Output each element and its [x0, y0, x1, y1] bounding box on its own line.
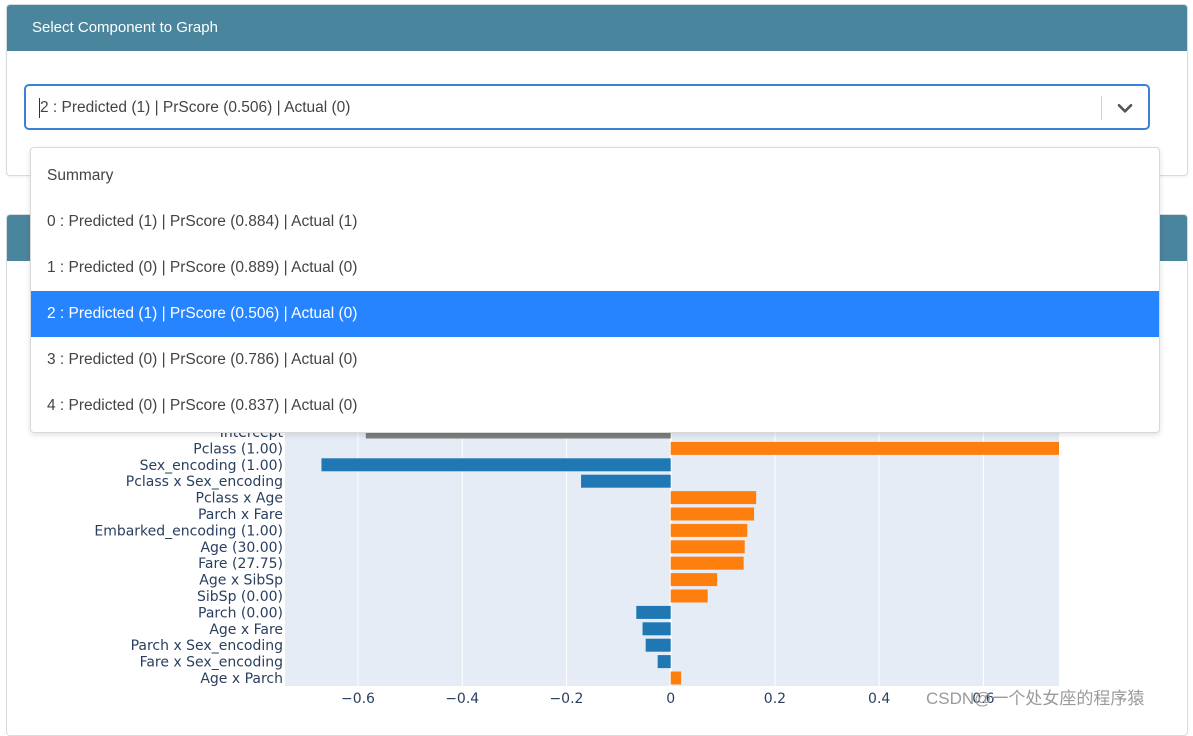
bar	[642, 622, 671, 636]
bar	[581, 474, 671, 488]
y-tick-label: Pclass x Age	[196, 491, 283, 507]
y-tick-label: SibSp (0.00)	[197, 589, 283, 605]
x-tick-label: 0.2	[764, 691, 786, 707]
y-tick-label: Age x SibSp	[199, 573, 283, 589]
bar	[670, 523, 748, 537]
text-cursor	[39, 98, 40, 118]
x-tick-label: −0.4	[445, 691, 479, 707]
bar	[670, 556, 744, 570]
bar	[321, 458, 671, 472]
x-tick-label: −0.2	[549, 691, 583, 707]
y-tick-label: Pclass (1.00)	[193, 441, 283, 457]
x-tick-label: 0.4	[868, 691, 890, 707]
bar	[670, 540, 745, 554]
bar	[657, 655, 671, 669]
watermark: CSDN@一个处女座的程序猿	[926, 689, 1145, 708]
bar	[670, 507, 755, 521]
y-tick-label: Parch x Sex_encoding	[131, 638, 283, 654]
dropdown-option-4[interactable]: 4 : Predicted (0) | PrScore (0.837) | Ac…	[47, 397, 358, 414]
select-value: 2 : Predicted (1) | PrScore (0.506) | Ac…	[40, 99, 351, 116]
bar	[670, 589, 708, 603]
dropdown-option-1[interactable]: 1 : Predicted (0) | PrScore (0.889) | Ac…	[47, 259, 358, 276]
component-select[interactable]: 2 : Predicted (1) | PrScore (0.506) | Ac…	[24, 84, 1150, 130]
x-tick-label: 0.6	[972, 691, 994, 707]
dropdown-option-2[interactable]: 2 : Predicted (1) | PrScore (0.506) | Ac…	[31, 291, 1159, 337]
bar	[670, 573, 718, 587]
bar	[670, 441, 1059, 455]
bar	[670, 491, 757, 505]
x-tick-label: −0.6	[341, 691, 375, 707]
bar	[670, 671, 682, 685]
y-tick-label: Fare x Sex_encoding	[140, 655, 283, 671]
dropdown-option-3[interactable]: 3 : Predicted (0) | PrScore (0.786) | Ac…	[47, 351, 358, 368]
bar	[636, 605, 671, 619]
bar	[645, 638, 671, 652]
y-tick-label: Parch (0.00)	[198, 605, 283, 621]
select-dropdown-menu: Summary 0 : Predicted (1) | PrScore (0.8…	[30, 147, 1160, 433]
select-separator	[1101, 96, 1102, 120]
y-tick-label: Age x Fare	[209, 622, 283, 638]
y-tick-label: Age x Parch	[200, 671, 283, 687]
chevron-down-icon[interactable]	[1114, 97, 1136, 119]
y-tick-label: Pclass x Sex_encoding	[126, 474, 283, 490]
dropdown-option-0[interactable]: 0 : Predicted (1) | PrScore (0.884) | Ac…	[47, 213, 358, 230]
y-tick-label: Sex_encoding (1.00)	[140, 458, 283, 474]
dropdown-option-summary[interactable]: Summary	[47, 167, 114, 184]
x-tick-label: 0	[666, 691, 675, 707]
y-tick-label: Parch x Fare	[198, 507, 283, 523]
card-header: Select Component to Graph	[7, 5, 1187, 51]
y-tick-label: Age (30.00)	[200, 540, 283, 556]
y-tick-label: Embarked_encoding (1.00)	[94, 523, 283, 539]
y-tick-label: Fare (27.75)	[198, 556, 283, 572]
